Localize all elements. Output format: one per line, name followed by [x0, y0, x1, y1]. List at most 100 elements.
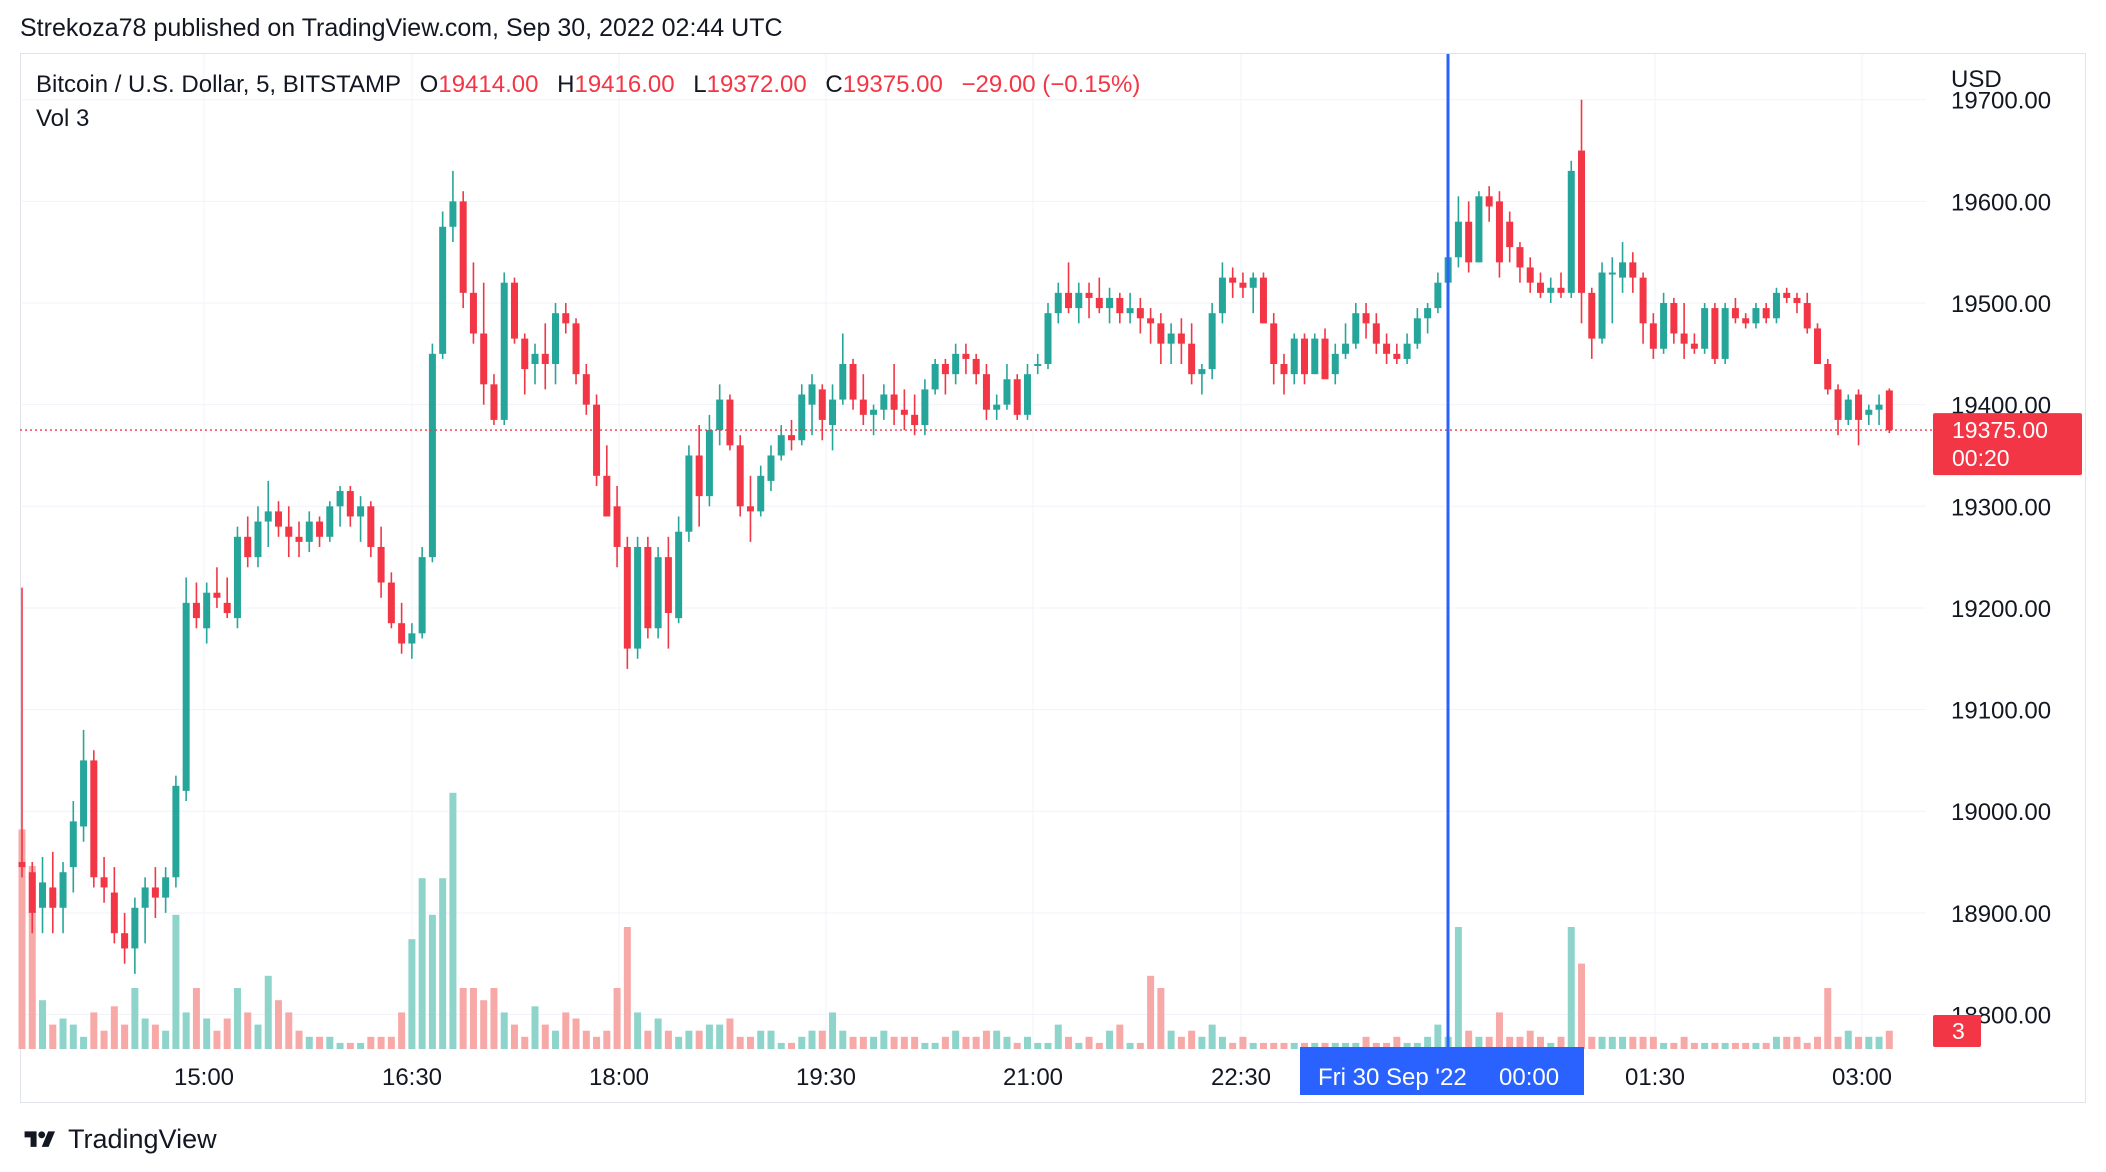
- candle-body: [1085, 292, 1093, 298]
- last-price-tag: [1933, 413, 2082, 476]
- volume-bar: [110, 1006, 118, 1049]
- volume-bar: [1044, 1042, 1052, 1049]
- candle-body: [1557, 287, 1565, 293]
- candle-body: [1803, 303, 1811, 329]
- volume-bar: [1454, 927, 1462, 1049]
- candle-body: [1034, 364, 1042, 367]
- candle-body: [1824, 364, 1832, 390]
- volume-bar: [1690, 1042, 1698, 1049]
- candle-body: [1208, 313, 1216, 370]
- volume-bar: [346, 1042, 354, 1049]
- volume-bar: [1424, 1036, 1432, 1049]
- volume-bar: [510, 1024, 518, 1049]
- candle-body: [346, 491, 354, 517]
- volume-bar: [1844, 1030, 1852, 1049]
- candle-body: [1834, 389, 1842, 420]
- candle-body: [1639, 277, 1647, 324]
- volume-bar: [295, 1030, 303, 1049]
- candle-body: [408, 633, 416, 644]
- volume-bar: [1619, 1036, 1627, 1049]
- candle-body: [1065, 292, 1073, 309]
- volume-bar: [1547, 1042, 1555, 1049]
- candle-body: [49, 887, 57, 908]
- candle-body: [59, 872, 67, 908]
- volume-bar: [469, 988, 477, 1049]
- volume-bar: [634, 1012, 642, 1049]
- candle-body: [1229, 277, 1237, 283]
- volume-bar: [1372, 1042, 1380, 1049]
- volume-bar: [1331, 1042, 1339, 1049]
- crosshair-date-label: Fri 30 Sep '22: [1318, 1064, 1467, 1091]
- volume-bar: [1752, 1042, 1760, 1049]
- volume-bar: [1885, 1030, 1893, 1049]
- candle-body: [1772, 292, 1780, 319]
- volume-bar: [1742, 1042, 1750, 1049]
- volume-bar: [1034, 1042, 1042, 1049]
- candle-body: [1536, 282, 1544, 293]
- volume-bar: [1680, 1036, 1688, 1049]
- candle-body: [849, 364, 857, 400]
- volume-bar: [1362, 1036, 1370, 1049]
- volume-bar: [500, 1012, 508, 1049]
- candle-body: [808, 384, 816, 405]
- volume-bar: [1506, 1036, 1514, 1049]
- volume-bar: [839, 1030, 847, 1049]
- volume-bar: [1065, 1036, 1073, 1049]
- candle-body: [1054, 292, 1062, 314]
- candle-body: [1342, 343, 1350, 354]
- candle-body: [1013, 379, 1021, 415]
- volume-bar: [254, 1024, 262, 1049]
- candle-body: [1526, 267, 1534, 283]
- candle-body: [1485, 196, 1493, 207]
- candle-body: [110, 892, 118, 934]
- volume-bar: [1495, 1012, 1503, 1049]
- candle-body: [1649, 323, 1657, 349]
- volume-bar: [1434, 1024, 1442, 1049]
- volume-bar: [1239, 1036, 1247, 1049]
- volume-bar: [1701, 1042, 1709, 1049]
- volume-bar: [59, 1018, 67, 1049]
- volume-bar: [1167, 1030, 1175, 1049]
- candle-body: [1331, 353, 1339, 375]
- currency-label[interactable]: USD: [1951, 66, 2002, 93]
- time-tick-label: 21:00: [1003, 1064, 1063, 1091]
- volume-bar: [613, 988, 621, 1049]
- candle-body: [223, 602, 231, 614]
- volume-bar: [1290, 1042, 1298, 1049]
- candle-body: [459, 201, 467, 293]
- volume-bar: [459, 988, 467, 1049]
- candle-body: [644, 546, 652, 629]
- candle-body: [1547, 287, 1555, 293]
- candle-body: [203, 592, 211, 629]
- candle-body: [1413, 318, 1421, 344]
- volume-bar: [1003, 1036, 1011, 1049]
- candle-body: [69, 821, 77, 868]
- volume-bars: [18, 792, 1893, 1049]
- volume-bar: [849, 1036, 857, 1049]
- symbol-name[interactable]: Bitcoin / U.S. Dollar, 5, BITSTAMP: [36, 71, 401, 98]
- candle-body: [233, 536, 241, 619]
- candle-body: [500, 282, 508, 420]
- price-tick-label: 19300.00: [1951, 494, 2051, 521]
- volume-bar: [192, 988, 200, 1049]
- candle-body: [192, 602, 200, 619]
- volume-label[interactable]: Vol: [36, 105, 70, 132]
- volume-bar: [1116, 1024, 1124, 1049]
- candle-body: [623, 546, 631, 649]
- footer-brand[interactable]: TradingView: [20, 1124, 217, 1155]
- volume-bar: [1352, 1042, 1360, 1049]
- volume-bar: [572, 1018, 580, 1049]
- volume-bar: [531, 1006, 539, 1049]
- volume-bar: [141, 1018, 149, 1049]
- candle-body: [788, 435, 795, 441]
- candle-body: [562, 313, 570, 324]
- last-price-label: 19375.00: [1952, 417, 2048, 443]
- candle-body: [18, 862, 26, 868]
- candle-body: [1383, 343, 1391, 354]
- time-tick-label: 01:30: [1625, 1064, 1685, 1091]
- candle-body: [1424, 308, 1432, 319]
- candle-body: [1249, 277, 1257, 288]
- volume-bar: [1198, 1036, 1206, 1049]
- volume-bar: [644, 1030, 652, 1049]
